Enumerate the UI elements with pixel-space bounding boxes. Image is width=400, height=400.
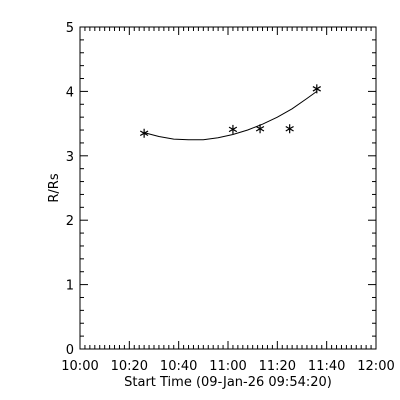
data-point <box>228 124 238 134</box>
x-axis-title: Start Time (09-Jan-26 09:54:20) <box>124 375 332 390</box>
asterisk-stroke <box>139 130 149 137</box>
y-tick-label: 3 <box>66 150 74 165</box>
y-axis-title: R/Rs <box>47 173 62 202</box>
asterisk-stroke <box>255 125 265 132</box>
axis-ticks <box>79 26 377 350</box>
x-tick-label: 11:00 <box>209 359 246 374</box>
fit-curve <box>143 90 318 141</box>
data-point <box>312 84 321 94</box>
x-tick-label: 11:40 <box>308 359 345 374</box>
y-tick-label: 4 <box>66 85 74 100</box>
x-tick-label: 11:20 <box>259 359 296 374</box>
x-tick-label: 10:20 <box>111 359 148 374</box>
asterisk-stroke <box>312 86 321 92</box>
data-point <box>285 124 294 134</box>
data-point <box>139 128 149 138</box>
x-tick-label: 10:00 <box>61 359 98 374</box>
y-tick-label: 2 <box>66 214 74 229</box>
asterisk-stroke <box>228 126 238 133</box>
data-points <box>139 84 321 138</box>
x-tick-label: 10:40 <box>160 359 197 374</box>
asterisk-stroke <box>285 125 294 132</box>
y-tick-labels: 0 1 2 3 4 5 <box>66 21 74 358</box>
plot-frame <box>79 26 377 350</box>
y-tick-label: 5 <box>66 21 74 36</box>
y-tick-label: 1 <box>66 279 74 294</box>
y-tick-label: 0 <box>66 343 74 358</box>
x-tick-labels: 10:00 10:20 10:40 11:00 11:20 11:40 12:00 <box>61 359 394 374</box>
x-tick-label: 12:00 <box>357 359 394 374</box>
data-point <box>255 124 265 134</box>
